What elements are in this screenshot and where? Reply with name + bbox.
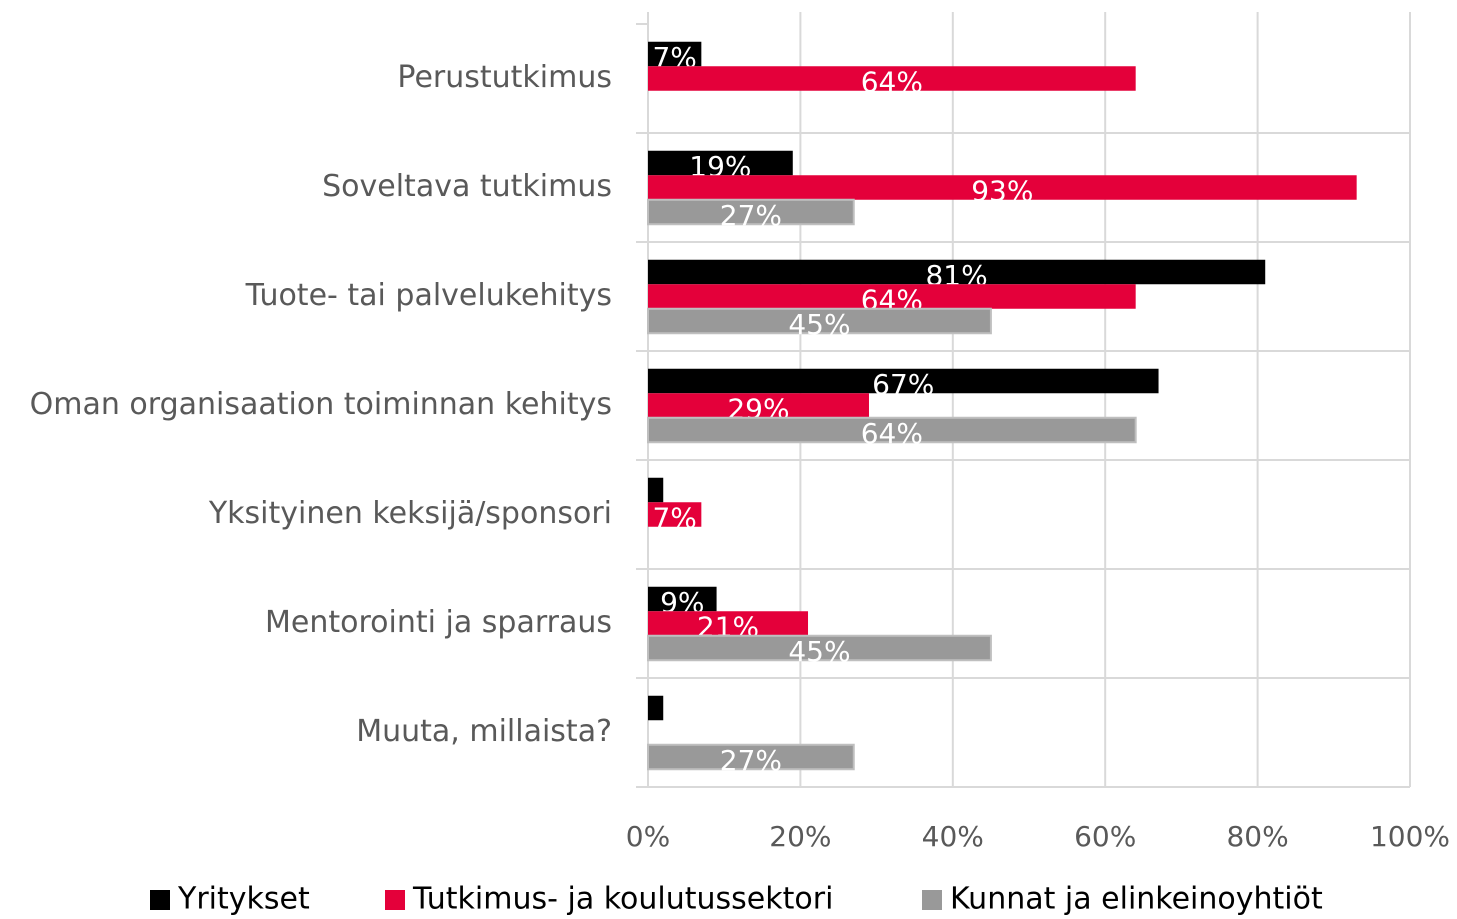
bar (648, 284, 1136, 309)
y-tick-label: Soveltava tutkimus (322, 169, 612, 204)
bar (648, 175, 1357, 200)
x-tick-label: 80% (1226, 820, 1288, 853)
y-tick-label: Tuote- tai palvelukehitys (245, 278, 612, 313)
legend-label: Tutkimus- ja koulutussektori (412, 882, 833, 917)
x-tick-label: 100% (1370, 820, 1450, 853)
y-tick-label: Mentorointi ja sparraus (265, 605, 612, 640)
x-tick-label: 40% (922, 820, 984, 853)
x-tick-label: 60% (1074, 820, 1136, 853)
bar (648, 150, 793, 176)
bar (648, 502, 702, 527)
data-label: 27% (720, 199, 782, 232)
bar (647, 743, 855, 771)
legend-label: Yritykset (177, 882, 310, 917)
bar (648, 586, 717, 612)
bar (648, 695, 664, 721)
legend-swatch (922, 890, 942, 910)
bar (647, 634, 992, 662)
y-tick-label: Oman organisaation toiminnan kehitys (30, 387, 612, 422)
legend-swatch (150, 890, 170, 910)
y-tick-label: Muuta, millaista? (356, 714, 612, 749)
bar (648, 259, 1266, 285)
x-tick-label: 0% (626, 820, 670, 853)
data-label: 67% (872, 368, 934, 401)
bar (648, 66, 1136, 91)
data-label: 7% (652, 502, 696, 535)
data-label: 93% (971, 175, 1033, 208)
bar (648, 368, 1159, 394)
bar (647, 198, 855, 226)
y-tick-label: Perustutkimus (397, 60, 612, 95)
data-label: 45% (788, 635, 850, 668)
legend-label: Kunnat ja elinkeinoyhtiöt (950, 882, 1323, 917)
bar (648, 41, 702, 67)
bar (647, 307, 992, 335)
legend-swatch (385, 890, 405, 910)
y-tick-label: Yksityinen keksijä/sponsori (208, 496, 612, 531)
x-tick-label: 20% (769, 820, 831, 853)
bar (648, 611, 809, 636)
data-label: 27% (720, 744, 782, 777)
data-label: 64% (861, 417, 923, 450)
data-label: 64% (861, 66, 923, 99)
bar (648, 477, 664, 503)
bar (647, 416, 1137, 444)
data-label: 45% (788, 308, 850, 341)
bar (648, 393, 869, 418)
